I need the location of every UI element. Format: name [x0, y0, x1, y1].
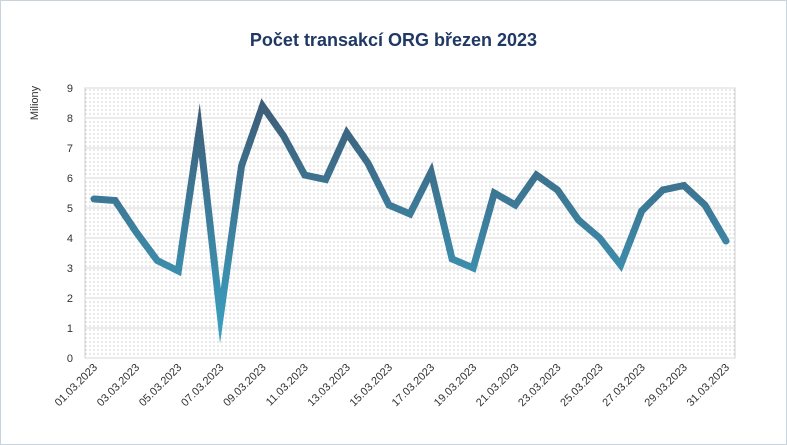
x-tick-label: 23.03.2023 [516, 362, 563, 409]
x-tick-label: 29.03.2023 [643, 362, 690, 409]
y-tick-label: 7 [67, 143, 73, 155]
x-tick-label: 19.03.2023 [432, 362, 479, 409]
y-tick-label: 0 [67, 353, 73, 365]
x-tick-label: 13.03.2023 [306, 362, 353, 409]
x-tick-label: 05.03.2023 [137, 362, 184, 409]
x-tick-label: 09.03.2023 [221, 362, 268, 409]
y-tick-label: 5 [67, 203, 73, 215]
series-line [90, 98, 730, 344]
x-tick-label: 15.03.2023 [348, 362, 395, 409]
y-tick-label: 3 [67, 263, 73, 275]
x-tick-label: 11.03.2023 [264, 362, 311, 409]
y-tick-label: 6 [67, 173, 73, 185]
x-tick-label: 21.03.2023 [474, 362, 521, 409]
plot-area [84, 87, 736, 359]
x-tick-label: 27.03.2023 [600, 362, 647, 409]
x-tick-label: 25.03.2023 [558, 362, 605, 409]
y-tick-label: 1 [67, 323, 73, 335]
x-tick-label: 17.03.2023 [390, 362, 437, 409]
y-tick-label: 9 [67, 83, 73, 95]
x-tick-label: 03.03.2023 [95, 362, 142, 409]
x-tick-label: 07.03.2023 [179, 362, 226, 409]
y-axis-ticks: 0 1 2 3 4 5 6 7 8 9 [67, 83, 73, 365]
series-group [90, 98, 730, 344]
x-axis-ticks: 01.03.202303.03.202305.03.202307.03.2023… [53, 362, 732, 409]
x-tick-label: 31.03.2023 [685, 362, 732, 409]
y-tick-label: 8 [67, 113, 73, 125]
chart-title: Počet transakcí ORG březen 2023 [249, 30, 538, 50]
y-axis-label: Miliony [29, 85, 41, 120]
y-tick-label: 4 [67, 233, 73, 245]
x-tick-label: 01.03.2023 [53, 362, 100, 409]
y-tick-label: 2 [67, 293, 73, 305]
